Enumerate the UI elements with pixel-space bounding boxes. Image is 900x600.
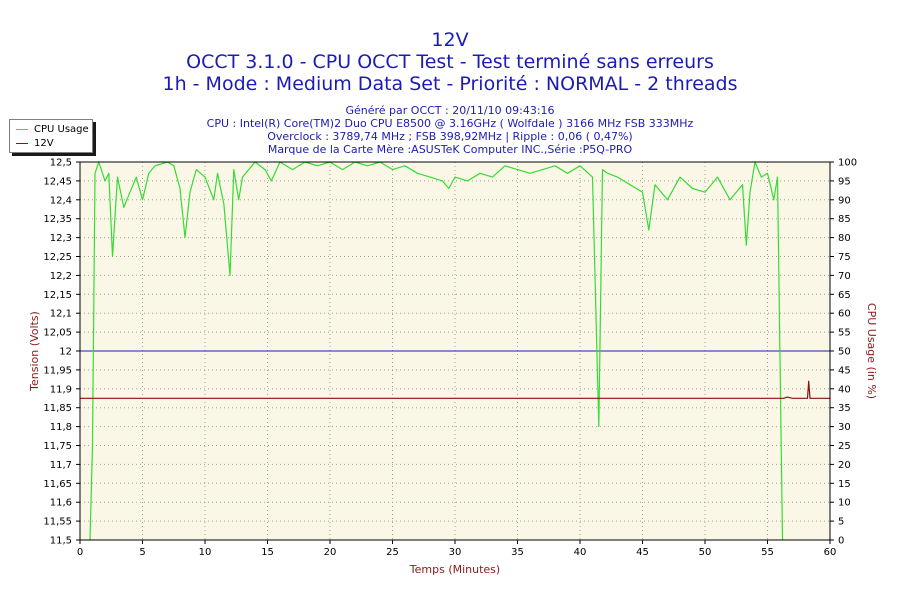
info-motherboard: Marque de la Carte Mère :ASUSTeK Compute… — [267, 143, 633, 156]
y-tick-label: 12,3 — [50, 233, 72, 244]
y2-tick-label: 5 — [838, 517, 844, 528]
y-tick-label: 12,25 — [43, 252, 72, 263]
y-tick-label: 11,7 — [50, 460, 72, 471]
x-tick-label: 20 — [324, 547, 337, 558]
y-tick-label: 12,15 — [43, 290, 72, 301]
y-tick-label: 11,8 — [50, 422, 72, 433]
x-tick-label: 60 — [824, 547, 837, 558]
y-tick-label: 12,45 — [43, 176, 72, 187]
y2-tick-label: 20 — [838, 460, 851, 471]
legend: CPU Usage 12V — [9, 119, 93, 153]
y-tick-label: 12,05 — [43, 328, 72, 339]
x-tick-label: 0 — [77, 547, 83, 558]
legend-label-cpu-usage: CPU Usage — [34, 124, 89, 135]
info-overclock: Overclock : 3789,74 MHz ; FSB 398,92MHz … — [267, 130, 633, 143]
y2-tick-label: 65 — [838, 290, 851, 301]
x-axis-title: Temps (Minutes) — [409, 563, 500, 576]
chart-title: 12V — [431, 29, 469, 51]
chart-subtitle-mode: 1h - Mode : Medium Data Set - Priorité :… — [162, 73, 738, 95]
y-axis-title: Tension (Volts) — [28, 311, 41, 392]
x-tick-label: 50 — [699, 547, 712, 558]
y-tick-label: 11,55 — [43, 517, 72, 528]
x-tick-label: 10 — [199, 547, 212, 558]
y2-tick-label: 80 — [838, 233, 851, 244]
x-tick-label: 45 — [636, 547, 649, 558]
y2-tick-label: 75 — [838, 252, 851, 263]
y-tick-label: 11,6 — [50, 498, 72, 509]
y-tick-label: 11,95 — [43, 365, 72, 376]
y2-tick-label: 85 — [838, 214, 851, 225]
x-tick-label: 40 — [574, 547, 587, 558]
y-tick-label: 11,65 — [43, 479, 72, 490]
series-line-cpu-usage — [89, 161, 784, 541]
plot-border — [79, 161, 831, 541]
legend-swatch-12v — [16, 142, 28, 144]
y-tick-label: 11,75 — [43, 441, 72, 452]
x-tick-label: 55 — [761, 547, 774, 558]
y-tick-label: 12,1 — [50, 309, 72, 320]
y-tick-label: 12,4 — [50, 195, 72, 206]
y2-tick-label: 35 — [838, 403, 851, 414]
y-tick-label: 12,2 — [50, 271, 72, 282]
y-tick-label: 11,5 — [50, 536, 72, 547]
series-line-12v — [80, 380, 830, 399]
y2-axis-title: CPU Usage (in %) — [865, 303, 878, 399]
y-tick-label: 11,85 — [43, 403, 72, 414]
x-tick-label: 5 — [139, 547, 145, 558]
y2-tick-label: 15 — [838, 479, 851, 490]
y2-tick-label: 45 — [838, 365, 851, 376]
y2-tick-label: 50 — [838, 347, 851, 358]
y2-tick-label: 95 — [838, 176, 851, 187]
info-cpu: CPU : Intel(R) Core(TM)2 Duo CPU E8500 @… — [206, 117, 694, 130]
legend-swatch-cpu-usage — [16, 128, 28, 130]
chart-subtitle-test: OCCT 3.1.0 - CPU OCCT Test - Test termin… — [186, 51, 714, 73]
legend-item-cpu-usage: CPU Usage — [16, 123, 89, 136]
y-tick-label: 12,5 — [50, 158, 72, 169]
legend-item-12v: 12V — [16, 137, 54, 150]
y2-tick-label: 30 — [838, 422, 851, 433]
y2-tick-label: 90 — [838, 195, 851, 206]
y2-tick-label: 10 — [838, 498, 851, 509]
y-tick-label: 12 — [59, 347, 72, 358]
y2-tick-label: 60 — [838, 309, 851, 320]
y2-tick-label: 25 — [838, 441, 851, 452]
legend-label-12v: 12V — [34, 138, 54, 149]
y2-tick-label: 55 — [838, 328, 851, 339]
y2-tick-label: 0 — [838, 536, 844, 547]
y-tick-label: 12,35 — [43, 214, 72, 225]
y2-tick-label: 100 — [838, 158, 857, 169]
x-tick-label: 15 — [261, 547, 274, 558]
y-tick-label: 11,9 — [50, 384, 72, 395]
x-tick-label: 30 — [449, 547, 462, 558]
y2-tick-label: 40 — [838, 384, 851, 395]
y2-tick-label: 70 — [838, 271, 851, 282]
info-generated: Généré par OCCT : 20/11/10 09:43:16 — [345, 104, 555, 117]
x-tick-label: 35 — [511, 547, 524, 558]
x-tick-label: 25 — [386, 547, 399, 558]
